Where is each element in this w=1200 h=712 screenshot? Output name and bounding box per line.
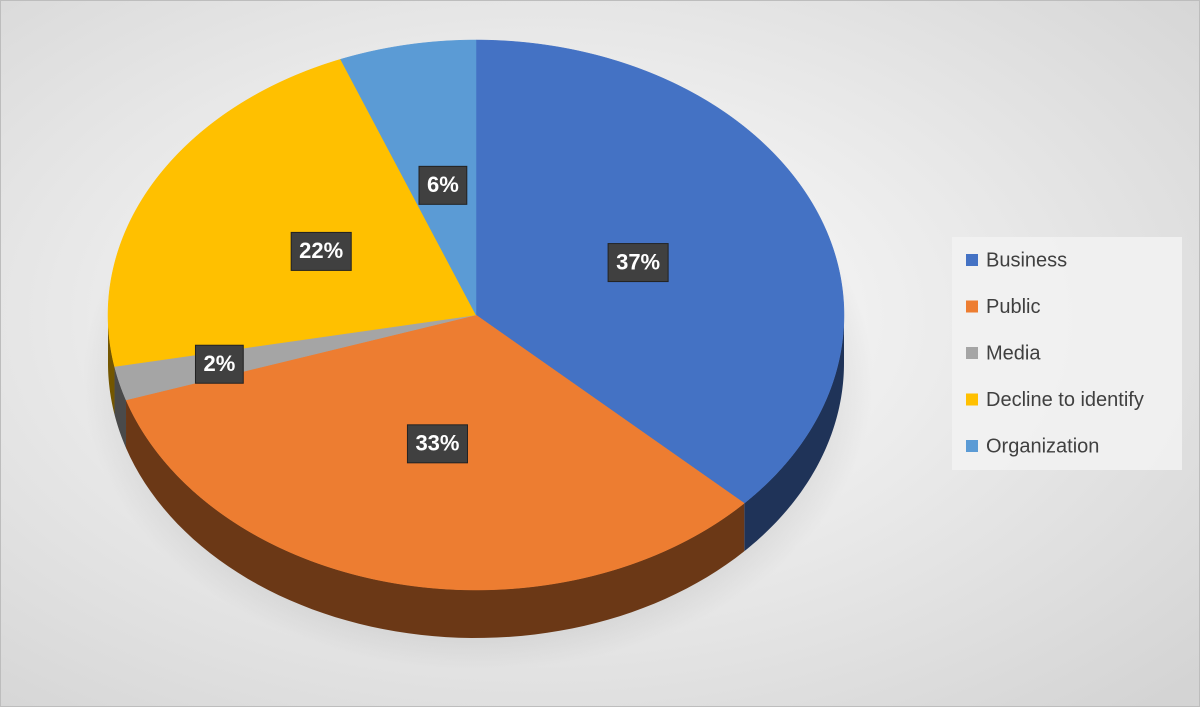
pie-slice (340, 39, 477, 316)
data-label: 33% (406, 424, 468, 464)
pie-slice-side (114, 366, 127, 448)
legend-swatch (966, 440, 978, 452)
pie-slice-side (108, 315, 115, 415)
data-label-box (194, 344, 244, 384)
legend-label: Public (986, 296, 1040, 318)
legend-label: Organization (986, 435, 1099, 457)
legend: Business Public Media Decline to identify Or… (966, 249, 1144, 457)
data-label-text: 33% (415, 431, 459, 456)
pie-slice-side (126, 399, 745, 638)
data-label-text: 22% (299, 238, 343, 263)
data-label-text: 6% (427, 172, 459, 197)
data-label: 37% (607, 243, 669, 283)
data-labels: 37% 33% 2% 22% 6% (194, 165, 669, 464)
data-label-text: 2% (203, 351, 235, 376)
legend-label: Business (986, 249, 1067, 271)
data-label-box (406, 424, 468, 464)
data-label-box (290, 231, 352, 271)
data-label-text: 37% (616, 249, 660, 274)
pie (107, 39, 845, 638)
data-label-box (607, 243, 669, 283)
data-label: 2% (194, 344, 244, 384)
legend-swatch (966, 393, 978, 406)
legend-swatch (966, 300, 978, 313)
pie-slice-side (744, 315, 844, 552)
legend-label: Media (986, 342, 1041, 364)
legend-box (952, 237, 1182, 470)
legend-swatch (966, 347, 978, 359)
data-label: 6% (418, 165, 468, 205)
pie-slice (107, 59, 477, 367)
legend-swatch (966, 254, 978, 266)
data-label: 22% (290, 231, 352, 271)
legend-label: Decline to identify (986, 389, 1144, 411)
data-label-box (418, 165, 468, 205)
